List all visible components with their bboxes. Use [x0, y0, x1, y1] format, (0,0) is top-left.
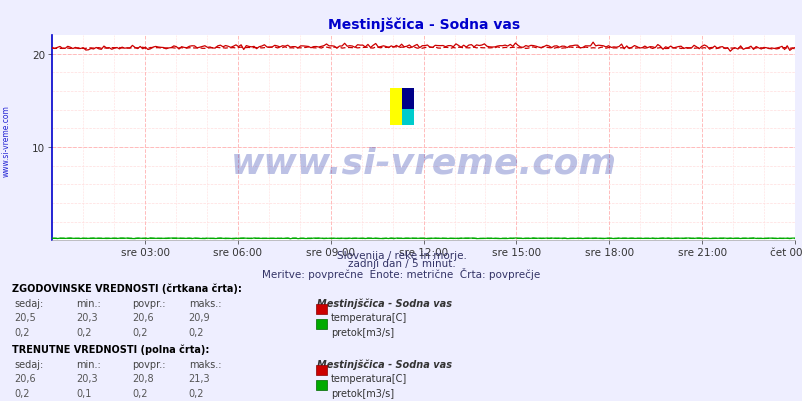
Text: maks.:: maks.: — [188, 298, 221, 308]
Text: www.si-vreme.com: www.si-vreme.com — [230, 146, 616, 180]
Text: 20,8: 20,8 — [132, 373, 154, 383]
Text: 0,2: 0,2 — [14, 327, 30, 337]
Text: 0,2: 0,2 — [188, 388, 204, 398]
Text: 0,2: 0,2 — [188, 327, 204, 337]
Text: 20,3: 20,3 — [76, 312, 98, 322]
FancyBboxPatch shape — [390, 89, 402, 126]
Text: sedaj:: sedaj: — [14, 298, 43, 308]
Text: min.:: min.: — [76, 359, 101, 369]
Text: zadnji dan / 5 minut.: zadnji dan / 5 minut. — [347, 259, 455, 269]
Text: 20,9: 20,9 — [188, 312, 210, 322]
Text: Mestinjščica - Sodna vas: Mestinjščica - Sodna vas — [317, 359, 452, 369]
Text: Meritve: povprečne  Enote: metrične  Črta: povprečje: Meritve: povprečne Enote: metrične Črta:… — [262, 267, 540, 279]
Text: 0,2: 0,2 — [14, 388, 30, 398]
Text: www.si-vreme.com: www.si-vreme.com — [2, 105, 11, 176]
Text: 0,2: 0,2 — [132, 388, 148, 398]
Text: sedaj:: sedaj: — [14, 359, 43, 369]
Text: 0,1: 0,1 — [76, 388, 91, 398]
Text: Mestinjščica - Sodna vas: Mestinjščica - Sodna vas — [317, 298, 452, 308]
Title: Mestinjščica - Sodna vas: Mestinjščica - Sodna vas — [327, 18, 519, 32]
Text: ZGODOVINSKE VREDNOSTI (črtkana črta):: ZGODOVINSKE VREDNOSTI (črtkana črta): — [12, 283, 241, 293]
Text: temperatura[C]: temperatura[C] — [330, 373, 407, 383]
Text: pretok[m3/s]: pretok[m3/s] — [330, 327, 394, 337]
Text: 20,6: 20,6 — [14, 373, 36, 383]
Text: povpr.:: povpr.: — [132, 359, 166, 369]
Text: 0,2: 0,2 — [132, 327, 148, 337]
Text: Slovenija / reke in morje.: Slovenija / reke in morje. — [336, 251, 466, 261]
Text: min.:: min.: — [76, 298, 101, 308]
Text: povpr.:: povpr.: — [132, 298, 166, 308]
Text: maks.:: maks.: — [188, 359, 221, 369]
Text: 0,2: 0,2 — [76, 327, 91, 337]
FancyBboxPatch shape — [402, 109, 413, 126]
Text: pretok[m3/s]: pretok[m3/s] — [330, 388, 394, 398]
FancyBboxPatch shape — [402, 89, 413, 109]
Text: temperatura[C]: temperatura[C] — [330, 312, 407, 322]
Text: 20,5: 20,5 — [14, 312, 36, 322]
Text: 20,6: 20,6 — [132, 312, 154, 322]
Text: 20,3: 20,3 — [76, 373, 98, 383]
Text: TRENUTNE VREDNOSTI (polna črta):: TRENUTNE VREDNOSTI (polna črta): — [12, 344, 209, 354]
Text: 21,3: 21,3 — [188, 373, 210, 383]
